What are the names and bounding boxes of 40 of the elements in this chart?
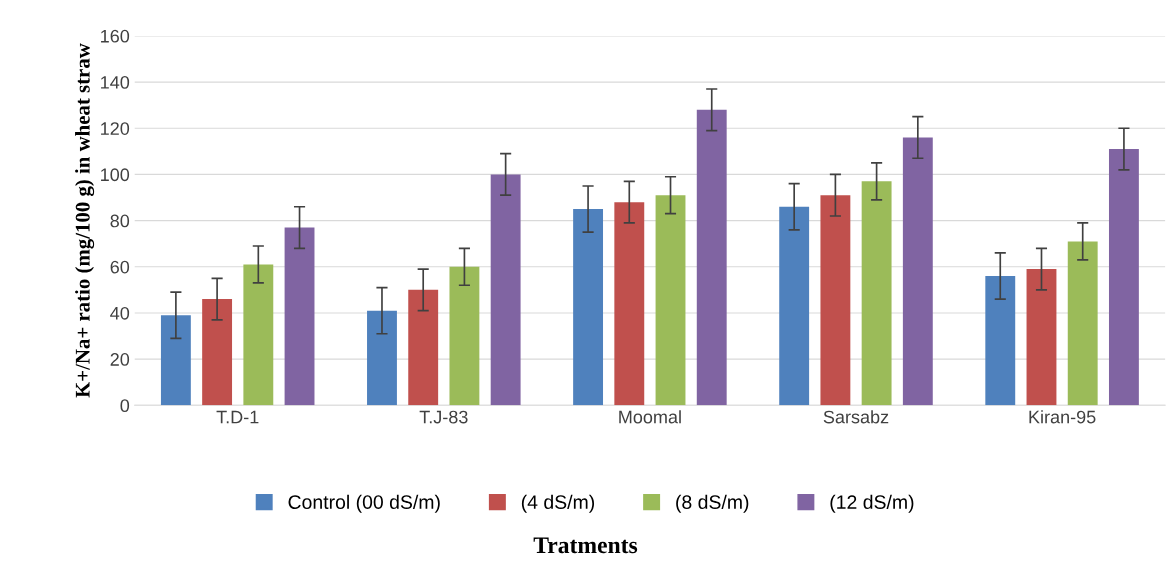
bar xyxy=(1026,269,1057,406)
y-tick-label: 120 xyxy=(101,122,130,135)
bar xyxy=(985,276,1016,406)
x-axis-title: Tratments xyxy=(533,537,638,554)
bar xyxy=(573,209,604,406)
bar xyxy=(779,206,810,406)
x-tick-label: T.D-1 xyxy=(216,410,259,424)
y-tick-label: 20 xyxy=(110,353,130,366)
y-tick-label: 80 xyxy=(110,214,130,228)
bar xyxy=(902,137,933,406)
legend-label: (8 dS/m) xyxy=(676,494,749,513)
y-tick-label: 100 xyxy=(101,168,130,182)
y-tick-label: 60 xyxy=(110,260,130,274)
bar xyxy=(408,289,439,406)
bar xyxy=(614,202,645,406)
legend-label: Control (00 dS/m) xyxy=(288,494,440,513)
bar xyxy=(202,299,233,406)
bar xyxy=(861,181,892,406)
x-tick-label: T.J-83 xyxy=(419,410,468,424)
x-tick-label: Kiran-95 xyxy=(1029,410,1096,424)
y-tick-label: 40 xyxy=(110,306,130,320)
bar xyxy=(1067,241,1098,406)
legend-label: (12 dS/m) xyxy=(830,494,914,513)
bar xyxy=(696,109,727,406)
bar xyxy=(449,266,480,406)
bar xyxy=(655,195,686,406)
legend-label: (4 dS/m) xyxy=(521,494,595,513)
bar xyxy=(1108,149,1139,406)
bar xyxy=(820,195,851,406)
y-tick-label: 160 xyxy=(101,29,130,43)
x-tick-label: Sarsabz xyxy=(823,410,889,424)
y-axis-title: K+/Na+ ratio (mg/100 g) in wheat straw xyxy=(75,43,95,398)
bar xyxy=(243,264,274,406)
y-tick-label: 140 xyxy=(101,76,130,89)
bar xyxy=(490,174,521,406)
bar xyxy=(284,227,315,406)
x-tick-label: Moomal xyxy=(619,410,681,424)
bar xyxy=(160,315,191,406)
bar xyxy=(367,310,397,406)
y-tick-label: 0 xyxy=(120,399,130,413)
